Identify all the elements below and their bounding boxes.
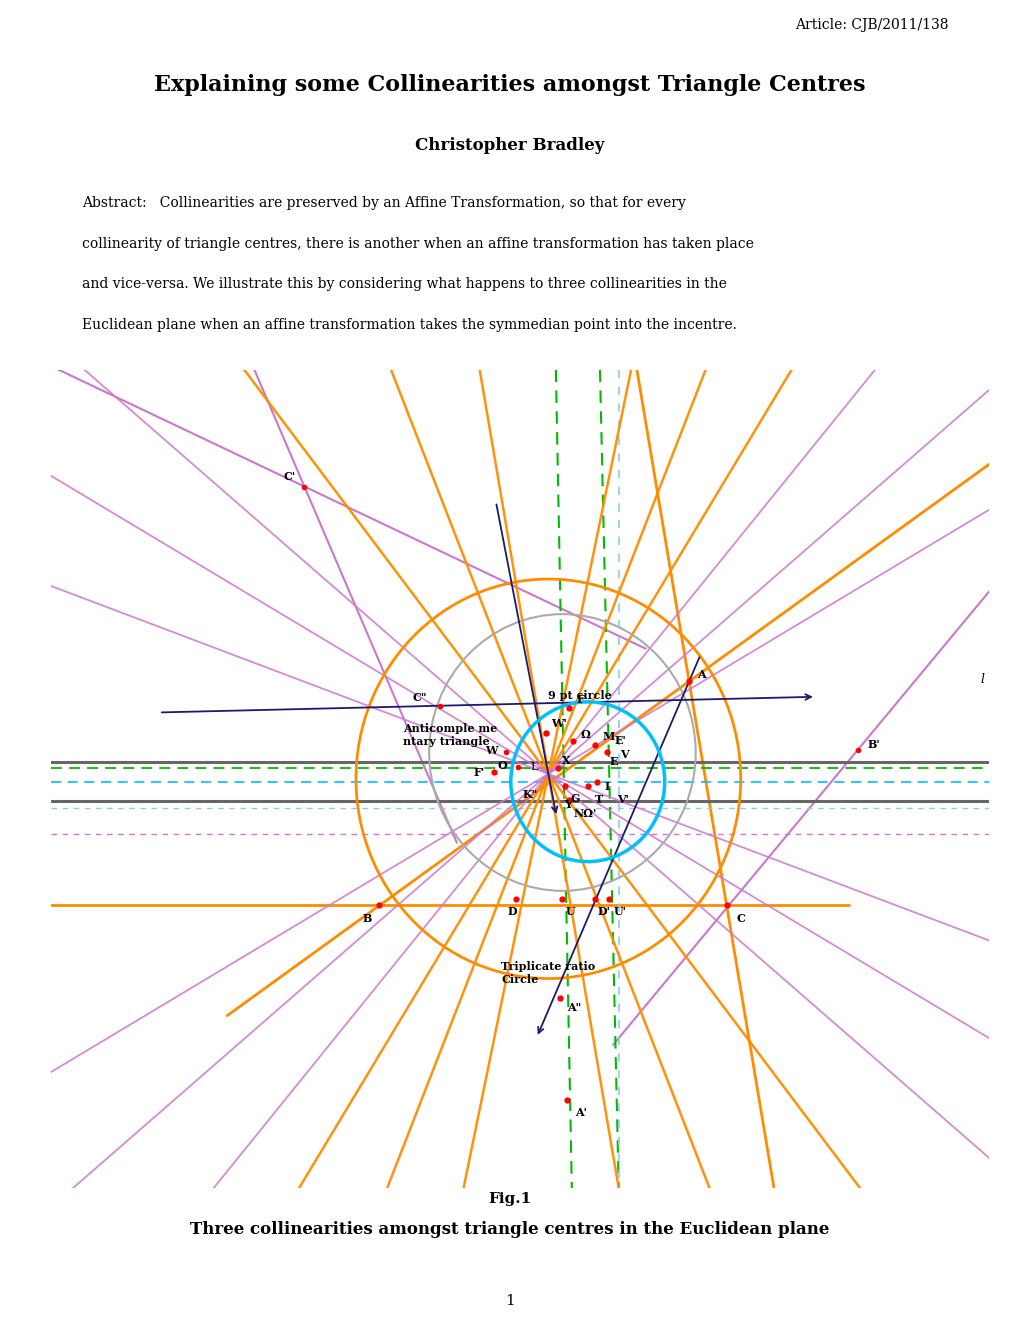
Text: B': B' <box>866 739 879 750</box>
Text: Ω: Ω <box>580 730 590 741</box>
Text: W: W <box>485 744 497 756</box>
Text: V: V <box>620 748 628 760</box>
Text: Article: CJB/2011/138: Article: CJB/2011/138 <box>795 18 948 33</box>
Text: O: O <box>497 759 506 771</box>
Text: Triplicate ratio
Circle: Triplicate ratio Circle <box>501 961 595 985</box>
Text: G: G <box>571 793 580 804</box>
Text: F': F' <box>473 767 484 779</box>
Text: NΩ': NΩ' <box>573 808 596 820</box>
Text: l: l <box>979 673 983 686</box>
Text: D': D' <box>596 906 609 917</box>
Text: Christopher Bradley: Christopher Bradley <box>415 137 604 153</box>
Text: Fig.1: Fig.1 <box>488 1192 531 1206</box>
Text: U: U <box>565 906 575 917</box>
Text: F: F <box>576 694 584 705</box>
Text: M: M <box>602 731 614 742</box>
Text: Three collinearities amongst triangle centres in the Euclidean plane: Three collinearities amongst triangle ce… <box>191 1221 828 1238</box>
Text: D: D <box>507 906 517 917</box>
Text: T: T <box>595 793 603 805</box>
Text: A": A" <box>567 1002 581 1014</box>
Text: B: B <box>362 912 372 924</box>
Text: and vice-versa. We illustrate this by considering what happens to three collinea: and vice-versa. We illustrate this by co… <box>82 277 726 292</box>
Text: V': V' <box>616 793 628 805</box>
Text: Explaining some Collinearities amongst Triangle Centres: Explaining some Collinearities amongst T… <box>154 74 865 96</box>
Text: A': A' <box>574 1106 586 1118</box>
Text: L: L <box>530 762 537 772</box>
Text: collinearity of triangle centres, there is another when an affine transformation: collinearity of triangle centres, there … <box>82 236 753 251</box>
Text: C": C" <box>412 693 426 704</box>
Text: C': C' <box>283 471 296 482</box>
Text: Anticomple me
ntary triangle: Anticomple me ntary triangle <box>403 723 496 747</box>
Text: U': U' <box>613 906 627 917</box>
Text: A: A <box>696 669 704 680</box>
Text: K": K" <box>522 789 537 800</box>
Text: E: E <box>608 756 618 767</box>
Text: C: C <box>736 912 744 924</box>
Text: Euclidean plane when an affine transformation takes the symmedian point into the: Euclidean plane when an affine transform… <box>82 318 736 331</box>
Text: 1: 1 <box>504 1294 515 1308</box>
Text: E': E' <box>613 735 626 746</box>
Text: 9 pt circle: 9 pt circle <box>548 690 611 701</box>
Text: I: I <box>604 781 609 792</box>
Text: X: X <box>561 755 571 766</box>
Text: Abstract:   Collinearities are preserved by an Affine Transformation, so that fo: Abstract: Collinearities are preserved b… <box>82 195 685 210</box>
Text: W': W' <box>550 718 567 729</box>
Text: Y: Y <box>564 799 572 809</box>
